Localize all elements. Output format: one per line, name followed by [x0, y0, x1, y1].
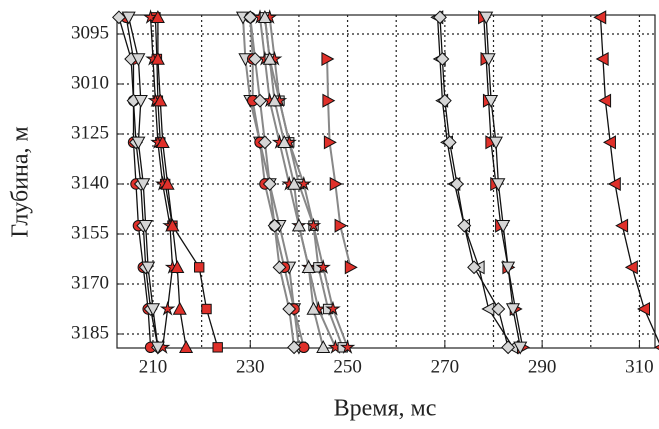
y-tick-label: 3095 — [71, 22, 109, 43]
marker — [287, 176, 302, 190]
marker — [435, 52, 450, 66]
series-line — [326, 58, 352, 268]
marker — [479, 11, 494, 25]
marker — [243, 10, 258, 25]
x-tick-label: 310 — [625, 356, 654, 377]
y-tick-label: 3155 — [71, 222, 109, 243]
marker — [296, 175, 312, 191]
marker — [322, 93, 336, 108]
marker — [301, 260, 316, 274]
marker — [513, 341, 528, 355]
marker — [457, 218, 472, 233]
marker — [467, 260, 481, 275]
marker — [150, 341, 165, 355]
marker — [321, 51, 335, 67]
marker — [131, 136, 146, 150]
marker — [306, 301, 321, 315]
marker — [315, 259, 331, 274]
marker — [481, 53, 496, 67]
marker — [491, 178, 506, 192]
marker — [153, 93, 168, 107]
x-tick-label: 250 — [333, 356, 362, 377]
x-tick-label: 210 — [139, 356, 168, 377]
marker — [201, 303, 212, 315]
marker — [607, 176, 621, 192]
marker — [291, 218, 306, 232]
marker — [262, 177, 277, 191]
marker — [172, 301, 187, 315]
marker — [141, 261, 156, 275]
marker — [248, 52, 263, 66]
marker — [282, 302, 297, 316]
marker — [257, 10, 272, 24]
marker — [615, 218, 629, 233]
marker — [155, 135, 170, 149]
marker — [450, 177, 464, 191]
marker — [637, 301, 650, 317]
marker — [150, 51, 165, 65]
marker — [593, 10, 607, 25]
marker — [170, 260, 185, 274]
series-line — [599, 17, 659, 344]
plot-frame — [116, 14, 656, 349]
marker — [179, 340, 194, 354]
marker — [491, 302, 506, 316]
marker — [488, 136, 503, 150]
x-axis-title: Время, мс — [334, 396, 437, 422]
marker — [344, 260, 358, 275]
marker — [334, 218, 348, 233]
marker — [325, 300, 341, 316]
marker — [329, 176, 343, 192]
marker — [316, 340, 331, 354]
marker — [305, 217, 322, 233]
marker — [212, 342, 223, 353]
marker — [257, 135, 272, 150]
marker — [433, 10, 447, 25]
marker — [131, 53, 146, 67]
marker — [339, 339, 356, 354]
y-tick-label: 3170 — [71, 272, 109, 293]
marker — [287, 340, 301, 355]
marker — [267, 93, 282, 107]
marker — [194, 262, 205, 273]
marker — [277, 135, 292, 149]
marker — [624, 260, 638, 275]
marker — [121, 11, 136, 25]
marker — [165, 218, 180, 232]
y-tick-label: 3185 — [71, 322, 109, 343]
y-tick-label: 3140 — [71, 172, 109, 193]
marker — [442, 135, 457, 150]
marker — [159, 300, 176, 316]
marker — [272, 260, 287, 275]
marker — [598, 93, 612, 108]
marker — [150, 10, 165, 24]
marker — [267, 218, 282, 233]
marker — [133, 94, 148, 108]
marker — [136, 178, 151, 192]
marker — [484, 94, 499, 108]
marker — [437, 93, 452, 108]
marker — [505, 303, 521, 317]
marker — [112, 10, 126, 25]
marker — [145, 303, 161, 317]
marker — [323, 135, 337, 150]
marker — [501, 261, 516, 275]
marker — [138, 219, 153, 233]
marker — [595, 51, 609, 67]
y-axis-title: Глубина, м — [8, 126, 34, 237]
marker — [160, 176, 175, 190]
marker — [496, 219, 511, 233]
marker — [654, 344, 659, 351]
y-tick-label: 3010 — [71, 72, 109, 93]
x-tick-label: 290 — [528, 356, 557, 377]
marker — [262, 51, 277, 65]
marker — [603, 135, 616, 150]
x-tick-label: 230 — [236, 356, 265, 377]
marker — [253, 93, 267, 108]
marker — [501, 340, 516, 355]
x-tick-label: 270 — [431, 356, 460, 377]
y-tick-label: 3125 — [71, 122, 109, 143]
